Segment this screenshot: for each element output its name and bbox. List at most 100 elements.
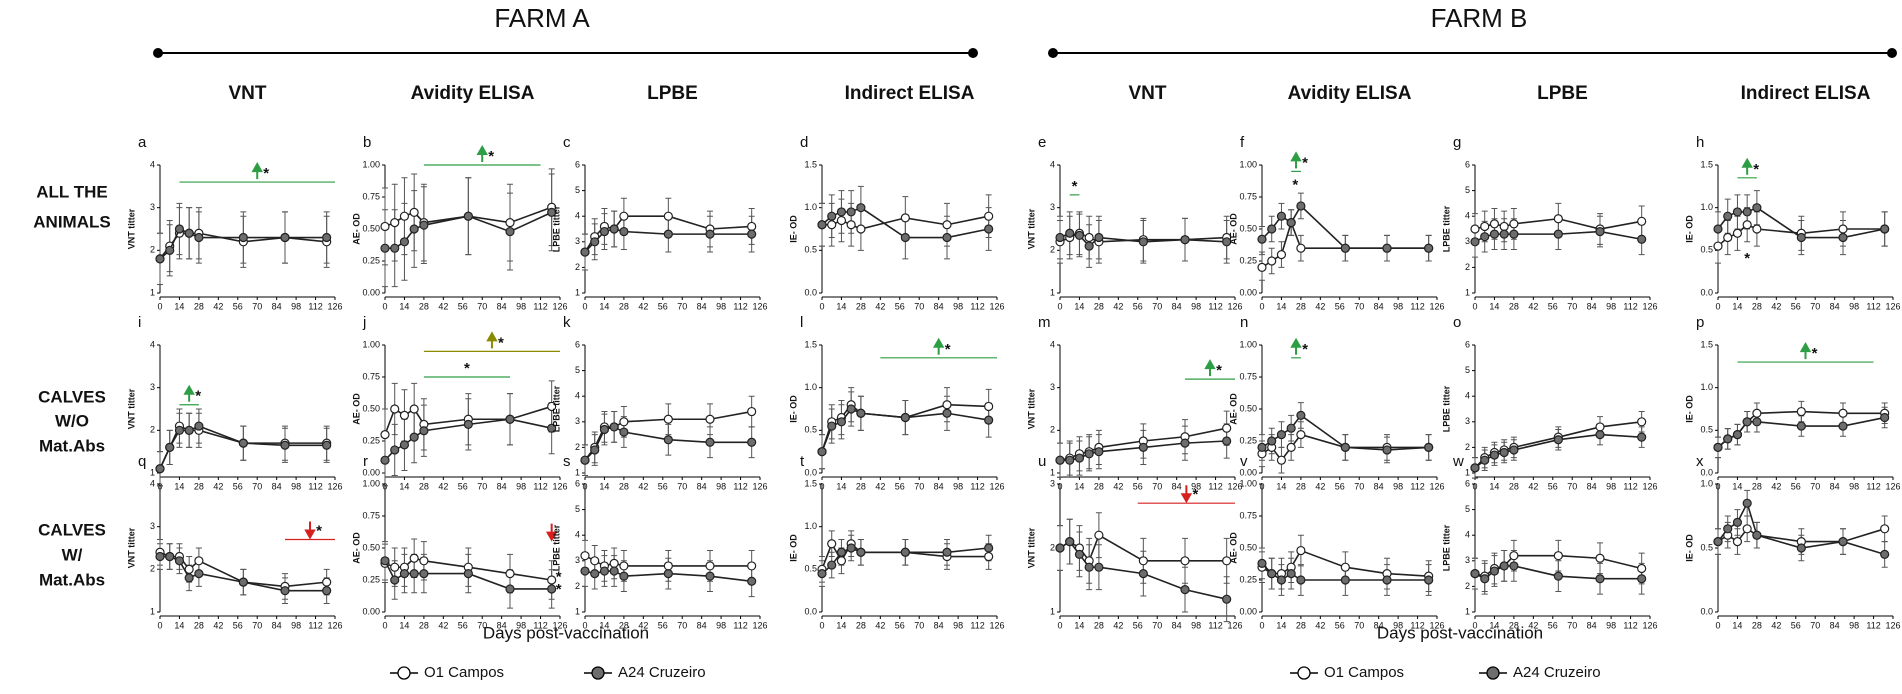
x-tick-label: 56 xyxy=(1791,301,1801,311)
x-tick-label: 112 xyxy=(1623,481,1637,491)
x-tick-label: 84 xyxy=(1172,620,1182,630)
y-tick-label: 4 xyxy=(1465,530,1470,540)
x-tick-label: 28 xyxy=(1509,620,1519,630)
data-point xyxy=(836,207,847,217)
data-point xyxy=(747,221,757,232)
data-point xyxy=(1838,421,1848,431)
data-point xyxy=(619,561,629,571)
data-point xyxy=(1509,445,1519,455)
data-point xyxy=(409,432,419,442)
x-tick-label: 70 xyxy=(1810,481,1820,491)
y-tick-label: 4 xyxy=(1050,159,1055,169)
data-point xyxy=(1296,545,1306,556)
x-tick-label: 126 xyxy=(989,301,1004,311)
x-tick-label: 14 xyxy=(1276,620,1286,630)
data-point xyxy=(1276,250,1287,260)
data-point xyxy=(856,203,866,213)
data-point xyxy=(505,568,515,579)
x-tick-label: 14 xyxy=(174,620,184,630)
y-tick-label: 0.0 xyxy=(804,467,817,477)
y-tick-label: 0.5 xyxy=(804,245,817,255)
x-tick-label: 42 xyxy=(213,620,223,630)
data-point xyxy=(380,455,390,465)
y-axis-label: IE- OD xyxy=(1684,534,1694,562)
arrow xyxy=(183,384,195,402)
x-tick-label: 0 xyxy=(1472,301,1477,311)
data-point xyxy=(1286,218,1296,228)
data-point xyxy=(1257,558,1267,568)
data-point xyxy=(1340,243,1350,253)
data-point xyxy=(1796,232,1806,243)
x-tick-label: 112 xyxy=(1623,301,1637,311)
data-point xyxy=(580,551,590,561)
data-point xyxy=(1055,543,1065,553)
y-tick-label: 3 xyxy=(575,236,580,246)
data-point xyxy=(856,224,866,234)
y-axis-label: IE- OD xyxy=(788,534,798,562)
x-tick-label: 112 xyxy=(308,620,322,630)
data-point xyxy=(1340,575,1350,585)
data-point xyxy=(1796,543,1806,553)
data-point xyxy=(380,221,390,232)
x-tick-label: 28 xyxy=(1752,481,1762,491)
data-point xyxy=(1595,553,1605,563)
y-tick-label: 0.75 xyxy=(362,510,380,520)
panel-letter: d xyxy=(800,134,808,151)
y-tick-label: 0.75 xyxy=(1239,191,1257,201)
x-tick-label: 14 xyxy=(836,301,846,311)
x-tick-label: 70 xyxy=(677,620,687,630)
panel-letter: i xyxy=(138,314,141,331)
x-tick-label: 28 xyxy=(619,481,629,491)
legend-swatch xyxy=(591,666,605,680)
x-tick-label: 28 xyxy=(419,620,429,630)
y-axis-label: LPBE titter xyxy=(1441,385,1451,432)
x-tick-label: 84 xyxy=(1587,481,1597,491)
y-tick-label: 3 xyxy=(1050,382,1055,392)
y-tick-label: 3 xyxy=(150,202,155,212)
y-tick-label: 1 xyxy=(1465,287,1470,297)
data-point xyxy=(1713,536,1723,547)
farm-line-end xyxy=(1887,48,1897,58)
data-point xyxy=(705,229,715,239)
y-tick-label: 1 xyxy=(575,467,580,477)
data-point xyxy=(1222,556,1232,566)
x-tick-label: 112 xyxy=(1410,481,1424,491)
data-point xyxy=(1723,524,1733,534)
data-point xyxy=(1276,430,1287,440)
data-point xyxy=(984,551,994,562)
x-tick-label: 14 xyxy=(174,481,184,491)
data-point xyxy=(1838,224,1848,234)
y-tick-label: 1.5 xyxy=(804,478,817,488)
x-tick-label: 70 xyxy=(252,620,262,630)
data-point xyxy=(194,568,204,579)
x-tick-label: 84 xyxy=(697,620,707,630)
data-point xyxy=(1084,232,1094,243)
data-point xyxy=(599,424,610,435)
x-tick-label: 84 xyxy=(1830,481,1840,491)
data-point xyxy=(1340,442,1350,452)
x-tick-label: 98 xyxy=(953,481,963,491)
data-point xyxy=(463,211,473,221)
y-axis-label: VNT titter xyxy=(1026,527,1036,568)
x-tick-label: 42 xyxy=(438,301,448,311)
data-point xyxy=(663,561,673,571)
x-tick-label: 56 xyxy=(233,481,243,491)
x-tick-label: 84 xyxy=(934,620,944,630)
x-tick-label: 84 xyxy=(272,481,282,491)
data-point xyxy=(1296,430,1306,440)
x-tick-label: 112 xyxy=(1623,620,1637,630)
data-point xyxy=(390,243,400,253)
y-tick-label: 5 xyxy=(1465,365,1470,375)
data-point xyxy=(409,404,419,414)
x-tick-label: 56 xyxy=(1335,301,1345,311)
x-tick-label: 98 xyxy=(1191,301,1201,311)
data-point xyxy=(380,430,390,440)
data-point xyxy=(705,437,715,447)
x-tick-label: 112 xyxy=(1866,620,1880,630)
arrow xyxy=(1204,359,1216,377)
y-axis-label: LPBE titter xyxy=(1441,205,1451,252)
data-point xyxy=(942,547,952,557)
x-tick-label: 70 xyxy=(1567,481,1577,491)
y-tick-label: 4 xyxy=(575,391,580,401)
data-point xyxy=(409,207,419,217)
